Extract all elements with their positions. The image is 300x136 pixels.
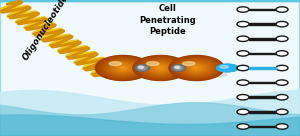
Circle shape <box>175 66 182 70</box>
Circle shape <box>177 59 216 77</box>
Ellipse shape <box>218 65 237 71</box>
Circle shape <box>187 64 206 72</box>
Circle shape <box>144 61 177 75</box>
Circle shape <box>116 65 130 71</box>
Ellipse shape <box>109 62 122 66</box>
Circle shape <box>142 60 178 76</box>
Circle shape <box>139 67 145 69</box>
Circle shape <box>109 62 137 74</box>
Circle shape <box>175 66 180 68</box>
Circle shape <box>100 57 146 79</box>
Ellipse shape <box>226 67 229 69</box>
Circle shape <box>276 7 288 12</box>
Circle shape <box>113 64 133 72</box>
Text: Oligonucleotide: Oligonucleotide <box>21 0 70 62</box>
Circle shape <box>185 63 208 73</box>
Ellipse shape <box>166 72 227 78</box>
FancyBboxPatch shape <box>2 3 298 133</box>
Circle shape <box>170 56 223 80</box>
Circle shape <box>180 61 213 75</box>
Circle shape <box>147 62 174 74</box>
Ellipse shape <box>217 64 238 72</box>
Circle shape <box>95 55 151 81</box>
Circle shape <box>181 61 212 75</box>
Circle shape <box>172 65 185 71</box>
Circle shape <box>237 124 249 129</box>
Circle shape <box>192 66 201 70</box>
Circle shape <box>138 58 183 78</box>
Circle shape <box>138 66 143 68</box>
Ellipse shape <box>130 72 191 78</box>
Circle shape <box>237 95 249 100</box>
Circle shape <box>276 95 288 100</box>
Bar <box>249 82 276 84</box>
Bar <box>249 96 276 98</box>
Circle shape <box>177 67 180 69</box>
Ellipse shape <box>222 66 233 70</box>
Circle shape <box>111 62 135 74</box>
Bar <box>249 111 276 113</box>
Circle shape <box>137 66 147 70</box>
Circle shape <box>174 66 183 70</box>
Ellipse shape <box>218 65 236 71</box>
Ellipse shape <box>183 62 195 66</box>
Circle shape <box>276 36 288 41</box>
Circle shape <box>154 65 167 71</box>
Circle shape <box>178 60 214 76</box>
Circle shape <box>148 62 173 74</box>
Circle shape <box>194 67 199 69</box>
Ellipse shape <box>220 66 235 70</box>
Circle shape <box>276 124 288 129</box>
Circle shape <box>190 65 203 71</box>
Circle shape <box>183 62 210 74</box>
Circle shape <box>101 58 145 78</box>
Circle shape <box>176 67 182 69</box>
Circle shape <box>106 61 140 75</box>
Circle shape <box>237 65 249 71</box>
Circle shape <box>169 55 224 81</box>
Bar <box>249 126 276 127</box>
Circle shape <box>237 80 249 85</box>
Circle shape <box>112 63 134 73</box>
Circle shape <box>141 67 144 69</box>
Circle shape <box>237 51 249 56</box>
Circle shape <box>136 57 185 79</box>
Ellipse shape <box>224 67 231 69</box>
Circle shape <box>173 66 184 70</box>
Circle shape <box>102 59 144 77</box>
Circle shape <box>151 64 170 72</box>
Circle shape <box>276 21 288 27</box>
Circle shape <box>173 65 184 71</box>
Ellipse shape <box>220 66 229 68</box>
Circle shape <box>133 55 188 81</box>
Circle shape <box>173 57 220 79</box>
Bar <box>249 67 276 69</box>
Ellipse shape <box>217 64 238 72</box>
Circle shape <box>174 58 219 78</box>
Ellipse shape <box>147 62 159 66</box>
Circle shape <box>237 21 249 27</box>
Circle shape <box>237 7 249 12</box>
Circle shape <box>276 51 288 56</box>
Circle shape <box>137 57 184 79</box>
Bar <box>249 9 276 10</box>
Circle shape <box>134 56 187 80</box>
Circle shape <box>145 61 176 75</box>
Ellipse shape <box>221 66 234 70</box>
Circle shape <box>184 62 209 74</box>
Circle shape <box>138 66 146 70</box>
Circle shape <box>237 109 249 115</box>
Circle shape <box>118 66 128 70</box>
Circle shape <box>104 59 142 77</box>
Circle shape <box>140 67 144 69</box>
Circle shape <box>172 57 221 79</box>
Circle shape <box>276 109 288 115</box>
Circle shape <box>141 59 180 77</box>
Circle shape <box>136 65 149 71</box>
Circle shape <box>276 80 288 85</box>
Circle shape <box>191 66 202 70</box>
Ellipse shape <box>225 67 230 69</box>
Circle shape <box>176 59 217 77</box>
Bar <box>249 52 276 54</box>
